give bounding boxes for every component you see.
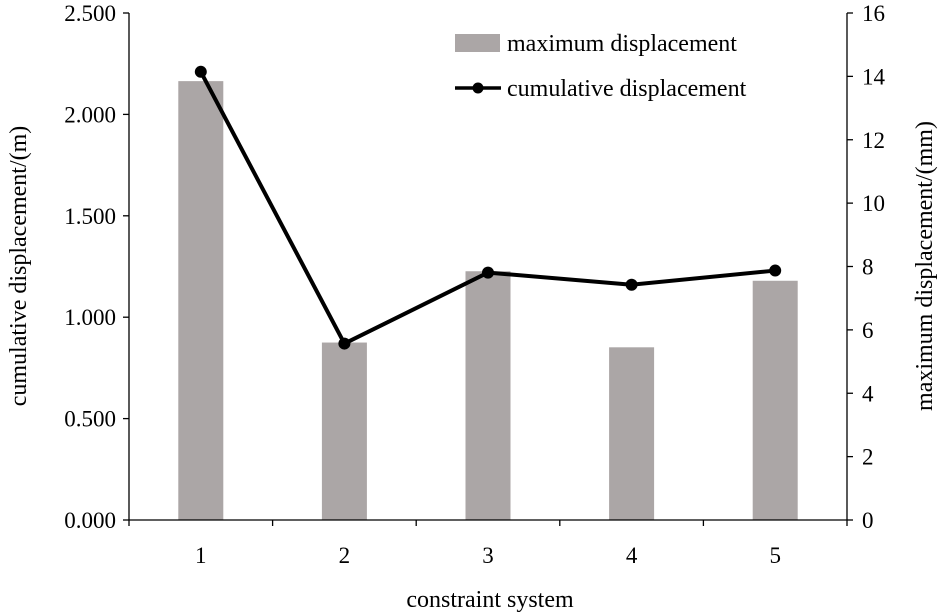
legend-label-maximum-displacement: maximum displacement: [507, 31, 737, 57]
right-tick-label: 4: [862, 381, 874, 406]
point-4: [625, 278, 638, 291]
point-2: [338, 337, 351, 350]
x-axis-title: constraint system: [406, 587, 574, 613]
x-tick-label-5: 5: [769, 543, 781, 568]
left-tick-label: 2.000: [64, 102, 116, 127]
left-tick-label: 1.000: [64, 305, 116, 330]
legend-marker-cumulative-displacement: [472, 82, 484, 94]
legend-label-cumulative-displacement: cumulative displacement: [507, 76, 747, 102]
bar-4: [609, 347, 655, 520]
right-tick-label: 2: [862, 445, 874, 470]
axes: [123, 12, 853, 526]
left-y-axis-title: cumulative displacement/(m): [6, 126, 32, 407]
right-y-axis-title: maximum displacement/(mm): [912, 121, 938, 411]
bar-3: [465, 271, 511, 520]
x-tick-label-1: 1: [195, 543, 207, 568]
bar-2: [321, 342, 367, 520]
bar-1: [178, 81, 224, 521]
left-tick-label: 2.500: [64, 1, 116, 26]
right-tick-label: 10: [862, 191, 885, 216]
point-1: [194, 65, 207, 78]
bars: [178, 81, 798, 521]
x-tick-label-4: 4: [626, 543, 638, 568]
right-tick-label: 16: [862, 1, 885, 26]
bar-5: [752, 280, 798, 520]
point-5: [769, 264, 782, 277]
right-tick-label: 12: [862, 128, 885, 153]
x-tick-label-3: 3: [482, 543, 494, 568]
right-tick-label: 14: [862, 64, 886, 89]
left-tick-label: 1.500: [64, 204, 116, 229]
right-tick-label: 0: [862, 508, 874, 533]
point-3: [482, 266, 494, 279]
left-tick-label: 0.000: [64, 508, 116, 533]
tick-labels: 0.0000.5001.0001.5002.0002.5000246810121…: [64, 1, 885, 568]
left-tick-label: 0.500: [64, 407, 116, 432]
line-series: [194, 65, 782, 350]
right-tick-label: 8: [862, 255, 874, 280]
legend: maximum displacement cumulative displace…: [455, 31, 747, 102]
right-tick-label: 6: [862, 318, 874, 343]
legend-swatch-maximum-displacement: [455, 34, 500, 52]
x-tick-label-2: 2: [339, 543, 351, 568]
